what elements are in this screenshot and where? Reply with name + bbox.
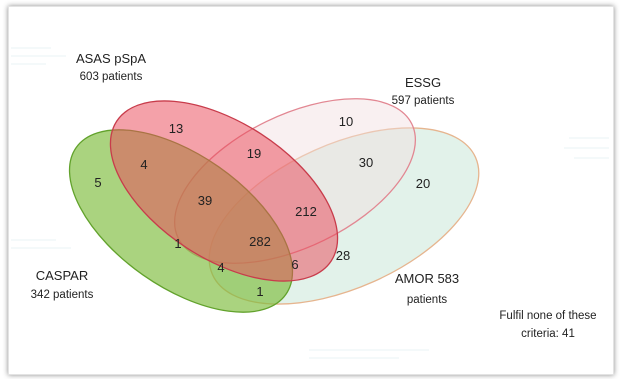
- set-label-amor-name: AMOR 583: [395, 271, 459, 286]
- set-label-caspar-count: 342 patients: [31, 289, 94, 301]
- region-count-asas-only: 13: [169, 121, 183, 136]
- venn-diagram-figure: ASAS pSpA 603 patients ESSG 597 patients…: [8, 6, 614, 375]
- none-note-line2: criteria: 41: [521, 328, 575, 340]
- set-label-essg-name: ESSG: [405, 75, 441, 90]
- region-count-essg-only: 10: [339, 114, 353, 129]
- region-count-asas-essg-amor: 212: [295, 204, 317, 219]
- venn-diagram: ASAS pSpA 603 patients ESSG 597 patients…: [11, 47, 609, 359]
- region-count-all-four: 282: [249, 234, 271, 249]
- region-count-essg-amor-caspar: 4: [217, 260, 224, 275]
- region-count-asas-amor: 28: [336, 248, 350, 263]
- set-ellipse-asas: [109, 100, 339, 282]
- background-texture: [11, 47, 609, 359]
- region-count-amor-only: 20: [416, 176, 430, 191]
- region-count-caspar-only: 5: [94, 175, 101, 190]
- region-count-essg-amor: 30: [359, 155, 373, 170]
- set-label-asas-name: ASAS pSpA: [76, 51, 146, 66]
- set-label-essg-count: 597 patients: [392, 95, 455, 107]
- set-label-asas-count: 603 patients: [80, 71, 143, 83]
- region-count-essg-caspar: 1: [174, 236, 181, 251]
- region-count-asas-amor-caspar: 6: [291, 257, 298, 272]
- region-count-asas-caspar: 4: [140, 157, 147, 172]
- region-count-asas-essg: 19: [247, 146, 261, 161]
- set-label-amor-count: patients: [407, 294, 448, 306]
- none-note-line1: Fulfil none of these: [499, 310, 596, 322]
- set-label-caspar-name: CASPAR: [36, 268, 89, 283]
- region-count-amor-caspar: 1: [256, 284, 263, 299]
- region-count-asas-essg-caspar: 39: [198, 193, 212, 208]
